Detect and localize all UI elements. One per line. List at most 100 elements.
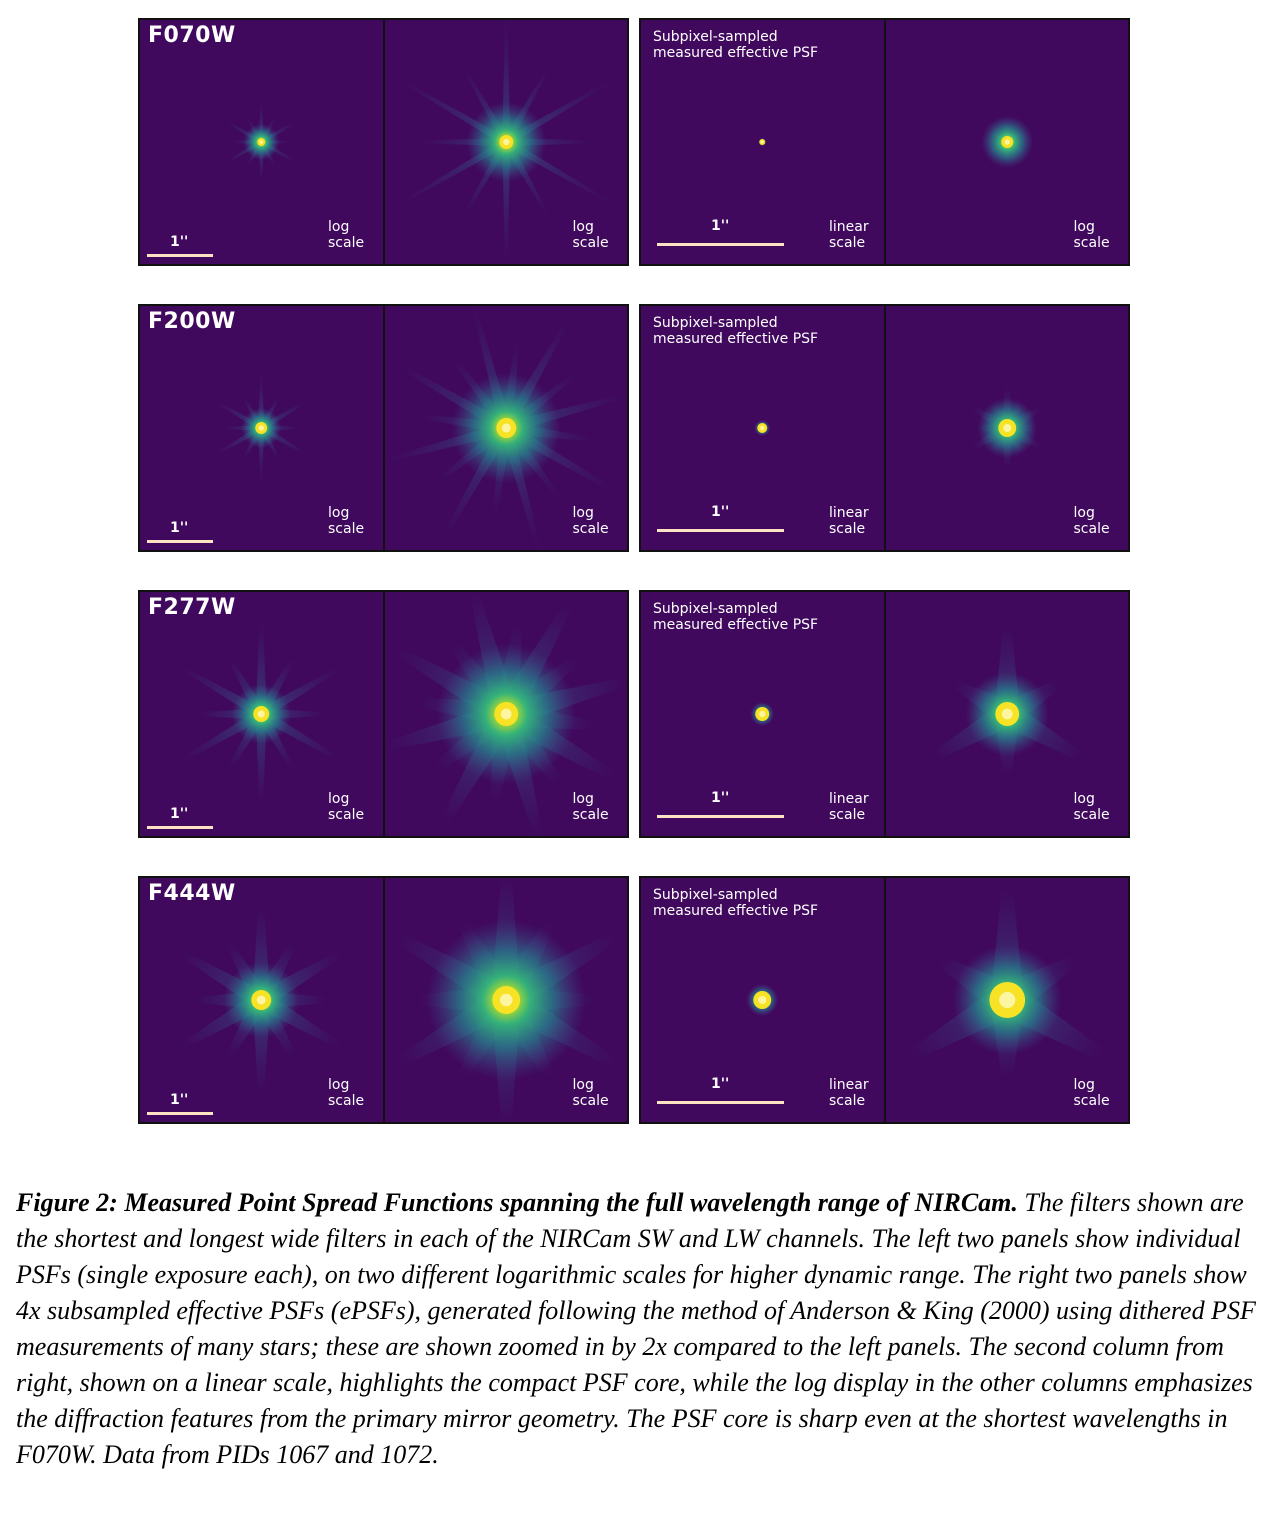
- psf-peak: [760, 425, 765, 431]
- psf-panel: F200W 1'' log scale: [140, 306, 383, 550]
- filter-label: F277W: [148, 595, 236, 620]
- psf-peak: [499, 993, 513, 1007]
- individual-psf-panels: F200W 1'' log scale log scale: [138, 304, 629, 552]
- psf-panel: log scale: [382, 878, 628, 1122]
- scale-bar: [657, 815, 784, 818]
- scale-bar: [657, 243, 784, 246]
- psf-image: [388, 309, 624, 547]
- caption-title: Figure 2: Measured Point Spread Function…: [16, 1188, 1018, 1217]
- epsf-title: Subpixel-sampled measured effective PSF: [653, 29, 819, 61]
- scale-type-label: log scale: [1073, 1077, 1110, 1109]
- scale-bar-label: 1'': [711, 1076, 730, 1092]
- scale-type-label: log scale: [572, 1077, 609, 1109]
- psf-peak: [1001, 708, 1013, 720]
- filter-label: F444W: [148, 881, 236, 906]
- psf-image: [746, 984, 779, 1016]
- psf-peak: [1002, 423, 1011, 433]
- psf-row-f444w: F444W 1'' log scale log scale Subpixel-sampl…: [138, 876, 1133, 1124]
- psf-image: [754, 420, 771, 436]
- psf-peak: [256, 995, 266, 1005]
- psf-image: [182, 624, 340, 804]
- scale-type-label: linear scale: [829, 1077, 869, 1109]
- individual-psf-panels: F444W 1'' log scale log scale: [138, 876, 629, 1124]
- psf-panel: log scale: [382, 592, 628, 836]
- scale-bar: [147, 254, 213, 257]
- scale-type-label: log scale: [328, 791, 365, 823]
- psf-peak: [258, 425, 264, 431]
- scale-bar: [147, 540, 213, 543]
- scale-bar-label: 1'': [711, 790, 730, 806]
- psf-peak: [502, 138, 509, 146]
- psf-peak: [259, 140, 264, 144]
- scale-bar: [147, 1112, 213, 1115]
- psf-panel: log scale: [382, 306, 628, 550]
- psf-panel: log scale: [883, 306, 1129, 550]
- psf-peak: [501, 423, 511, 433]
- psf-image: [909, 890, 1105, 1077]
- scale-type-label: log scale: [572, 219, 609, 251]
- scale-type-label: linear scale: [829, 791, 869, 823]
- scale-bar: [657, 1101, 784, 1104]
- filter-label: F070W: [148, 23, 236, 48]
- psf-panel: log scale: [382, 20, 628, 264]
- psf-row-f200w: F200W 1'' log scale log scale Subpixel-sampl…: [138, 304, 1133, 552]
- individual-psf-panels: F070W 1'' log scale log scale: [138, 18, 629, 266]
- scale-type-label: log scale: [328, 219, 365, 251]
- epsf-title: Subpixel-sampled measured effective PSF: [653, 601, 819, 633]
- scale-bar-label: 1'': [170, 520, 189, 536]
- psf-image: [750, 702, 775, 726]
- psf-panel: F444W 1'' log scale: [140, 878, 383, 1122]
- epsf-title: Subpixel-sampled measured effective PSF: [653, 887, 819, 919]
- effective-psf-panels: Subpixel-sampled measured effective PSF 1…: [639, 304, 1130, 552]
- psf-row-f070w: F070W 1'' log scale log scale Subpixel-sampl…: [138, 18, 1133, 266]
- psf-image: [384, 592, 627, 836]
- psf-panel: log scale: [883, 20, 1129, 264]
- individual-psf-panels: F277W 1'' log scale log scale: [138, 590, 629, 838]
- caption-body: The filters shown are the shortest and l…: [16, 1188, 1256, 1469]
- psf-peak: [760, 140, 764, 144]
- psf-peak: [998, 991, 1015, 1009]
- scale-type-label: log scale: [572, 791, 609, 823]
- psf-peak: [257, 710, 265, 718]
- scale-bar-label: 1'': [170, 234, 189, 250]
- psf-peak: [500, 708, 512, 720]
- filter-label: F200W: [148, 309, 236, 334]
- psf-image: [971, 388, 1043, 468]
- scale-type-label: log scale: [1073, 791, 1110, 823]
- effective-psf-panels: Subpixel-sampled measured effective PSF 1…: [639, 876, 1130, 1124]
- psf-panel: F277W 1'' log scale: [140, 592, 383, 836]
- epsf-title: Subpixel-sampled measured effective PSF: [653, 315, 819, 347]
- scale-type-label: log scale: [1073, 505, 1110, 537]
- psf-image: [226, 102, 297, 182]
- scale-bar: [657, 529, 784, 532]
- psf-image: [401, 22, 610, 262]
- scale-bar-label: 1'': [170, 1092, 189, 1108]
- scale-bar: [147, 826, 213, 829]
- psf-panel: log scale: [883, 592, 1129, 836]
- scale-type-label: linear scale: [829, 505, 869, 537]
- effective-psf-panels: Subpixel-sampled measured effective PSF 1…: [639, 18, 1130, 266]
- psf-panel: Subpixel-sampled measured effective PSF 1…: [641, 306, 884, 550]
- psf-row-f277w: F277W 1'' log scale log scale Subpixel-sampl…: [138, 590, 1133, 838]
- scale-bar-label: 1'': [711, 504, 730, 520]
- effective-psf-panels: Subpixel-sampled measured effective PSF 1…: [639, 590, 1130, 838]
- psf-image: [931, 629, 1083, 774]
- scale-type-label: log scale: [572, 505, 609, 537]
- psf-panel: Subpixel-sampled measured effective PSF 1…: [641, 592, 884, 836]
- scale-type-label: linear scale: [829, 219, 869, 251]
- psf-panel: Subpixel-sampled measured effective PSF 1…: [641, 878, 884, 1122]
- figure-caption: Figure 2: Measured Point Spread Function…: [16, 1185, 1256, 1473]
- psf-peak: [758, 995, 767, 1005]
- psf-panel: F070W 1'' log scale: [140, 20, 383, 264]
- psf-peak: [759, 710, 766, 718]
- psf-image: [758, 138, 767, 146]
- psf-panel: Subpixel-sampled measured effective PSF 1…: [641, 20, 884, 264]
- scale-type-label: log scale: [1073, 219, 1110, 251]
- psf-peak: [1004, 139, 1010, 145]
- psf-image: [980, 116, 1033, 168]
- psf-panel: log scale: [883, 878, 1129, 1122]
- scale-bar-label: 1'': [170, 806, 189, 822]
- psf-image: [180, 908, 342, 1092]
- scale-type-label: log scale: [328, 505, 365, 537]
- psf-image: [215, 376, 307, 480]
